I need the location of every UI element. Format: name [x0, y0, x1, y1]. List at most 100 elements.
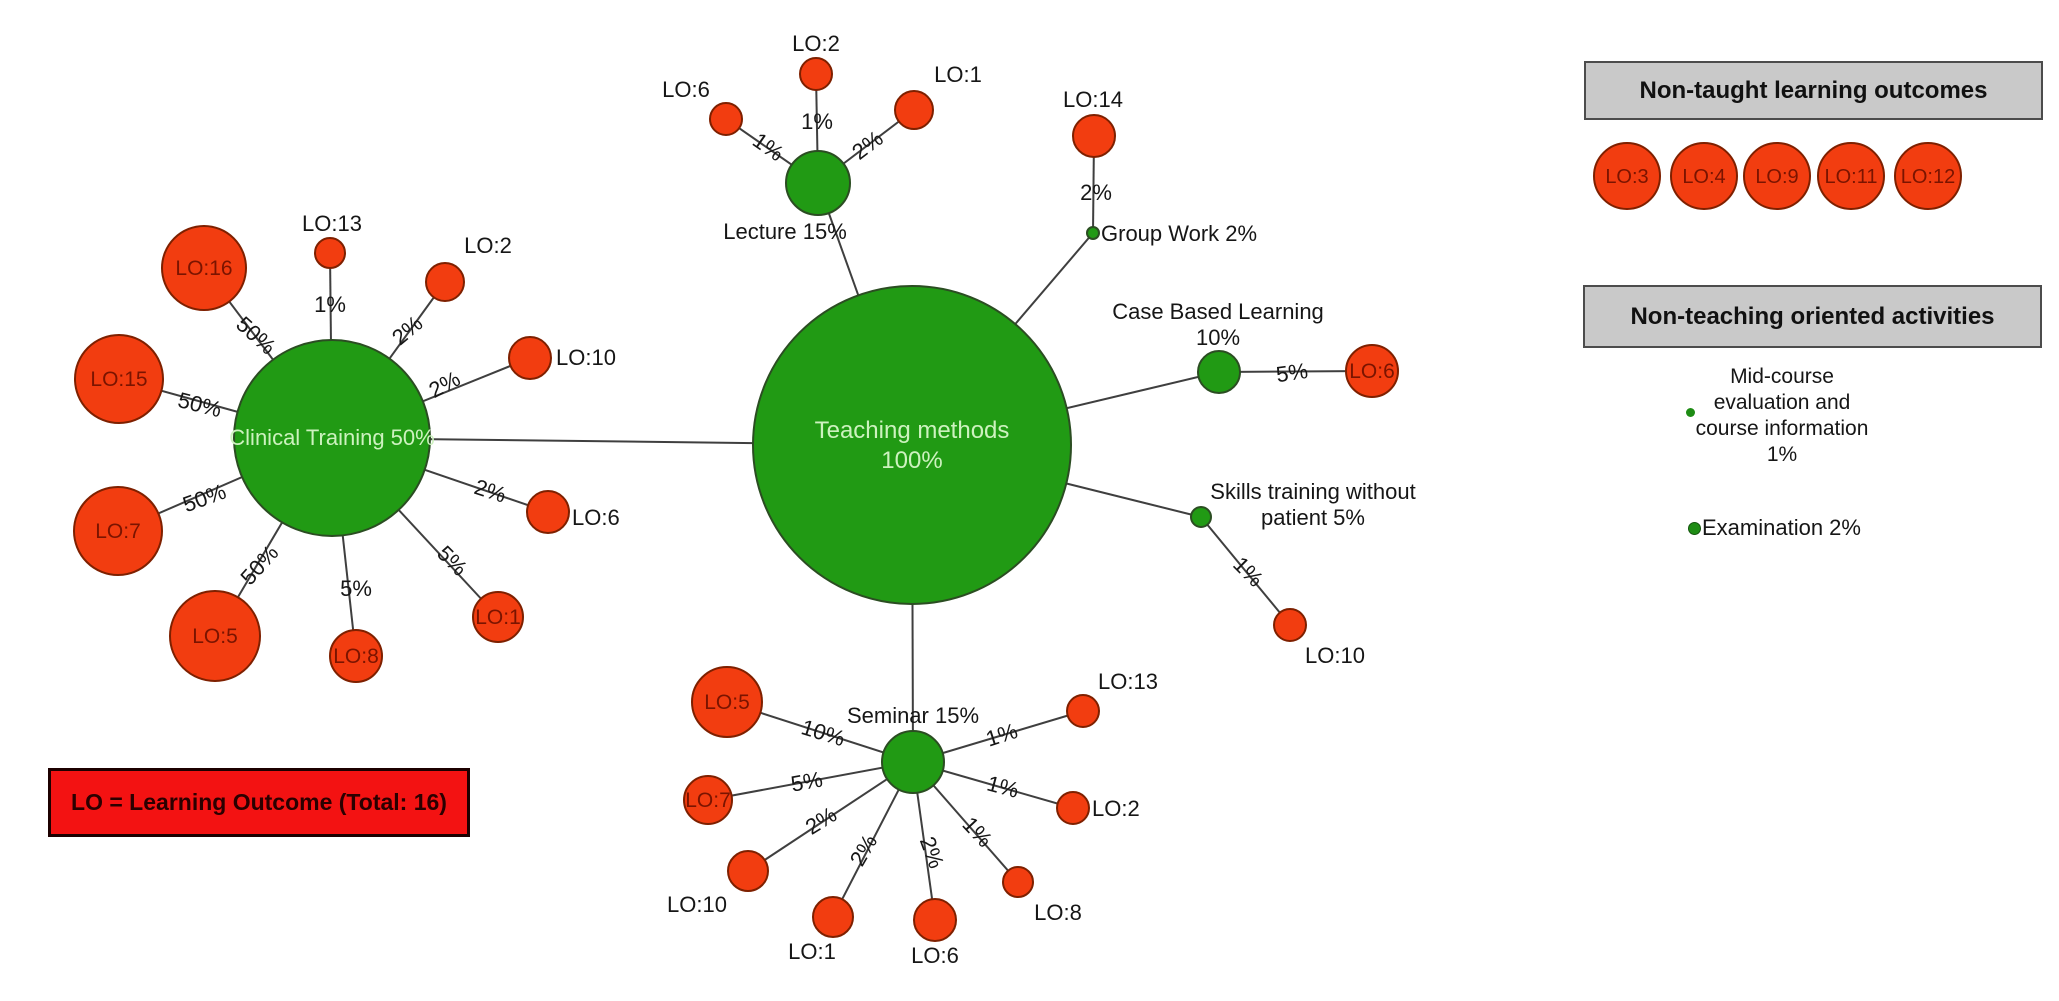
legend-box: LO = Learning Outcome (Total: 16) [48, 768, 470, 837]
outcome-node-se13 [1066, 694, 1100, 728]
edge-label: 5% [1274, 358, 1309, 387]
outcome-node-se8 [1002, 866, 1034, 898]
method-node-groupwork [1086, 226, 1100, 240]
edge-skills-s10 [1200, 516, 1291, 626]
node-label-c10: LO:10 [556, 345, 616, 370]
method-node-cbl [1197, 350, 1241, 394]
panel-header-non-taught: Non-taught learning outcomes [1584, 61, 2043, 120]
examination-label: Examination 2% [1702, 515, 1861, 540]
node-label-l2: LO:2 [792, 31, 840, 56]
examination-item: Examination 2% [1688, 515, 1861, 541]
midcourse-line: evaluation and [1713, 391, 1851, 414]
node-label-seminar: Seminar 15% [847, 703, 979, 728]
node-label-se2: LO:2 [1092, 796, 1140, 821]
node-label-c15: LO:15 [90, 368, 147, 391]
midcourse-line: course information [1695, 417, 1869, 440]
node-label-groupwork: Group Work 2% [1101, 221, 1257, 246]
method-node-lecture [785, 150, 851, 216]
outcome-node-se6 [913, 898, 957, 942]
edge-label: 5% [432, 541, 472, 581]
node-label-c8: LO:8 [333, 645, 379, 668]
node-label-se1: LO:1 [788, 939, 836, 964]
edge-label: 2% [387, 310, 427, 350]
edge-label: 1% [314, 292, 346, 317]
node-label-c1: LO:1 [475, 606, 521, 629]
panel-title-non-teaching: Non-teaching oriented activities [1630, 302, 1995, 330]
node-label-se6: LO:6 [911, 943, 959, 968]
edge-label: 2% [845, 830, 883, 870]
panel-header-non-teaching: Non-teaching oriented activities [1583, 285, 2042, 348]
method-node-skills [1190, 506, 1212, 528]
edge-label: 2% [1080, 180, 1112, 205]
edge-label: 50% [235, 540, 283, 589]
outcome-node-c13 [314, 237, 346, 269]
node-label-lecture: Lecture 15% [723, 219, 847, 244]
edge-label: 50% [179, 479, 229, 518]
node-label-teaching: Teaching methods [815, 417, 1010, 444]
edge-label: 1% [984, 771, 1021, 803]
edge-label: 50% [175, 387, 224, 422]
examination-bullet-icon [1688, 521, 1701, 535]
edge-label: 1% [958, 812, 998, 852]
node-label-cbl: 10% [1196, 325, 1240, 350]
node-label-p11: LO:11 [1825, 166, 1878, 188]
outcome-node-g14 [1072, 114, 1116, 158]
outcome-node-l1 [894, 90, 934, 130]
node-label-p3: LO:3 [1605, 166, 1648, 188]
node-label-c6: LO:6 [572, 505, 620, 530]
node-label-g14: LO:14 [1063, 87, 1123, 112]
outcome-node-c5 [169, 590, 261, 682]
outcome-node-l2 [799, 57, 833, 91]
outcome-node-se7 [683, 775, 733, 825]
edge-label: 2% [847, 125, 887, 164]
node-label-c5: LO:5 [192, 625, 238, 648]
outcome-node-s10 [1273, 608, 1307, 642]
node-label-cbl: Case Based Learning [1112, 299, 1324, 324]
midcourse-line: 1% [1766, 443, 1798, 466]
method-node-clinical [233, 339, 431, 537]
outcome-node-p3 [1593, 142, 1661, 210]
node-label-c2: LO:2 [464, 233, 512, 258]
node-label-se7: LO:7 [685, 789, 731, 812]
midcourse-line: Mid-course [1730, 365, 1834, 388]
node-label-se10: LO:10 [667, 892, 727, 917]
midcourse-bullet-icon [1686, 408, 1695, 417]
outcome-node-cb6 [1345, 344, 1399, 398]
midcourse-label: Mid-course evaluation and course informa… [1668, 364, 1896, 468]
outcome-node-c2 [425, 262, 465, 302]
edge-seminar-se7 [707, 761, 914, 801]
panel-title-non-taught: Non-taught learning outcomes [1639, 76, 1988, 104]
node-label-c16: LO:16 [175, 257, 232, 280]
node-label-s10: LO:10 [1305, 643, 1365, 668]
outcome-node-se1 [812, 896, 854, 938]
outcome-node-se10 [727, 850, 769, 892]
outcome-node-c6 [526, 490, 570, 534]
edge-label: 2% [801, 802, 841, 840]
node-label-skills: patient 5% [1261, 505, 1365, 530]
node-label-se8: LO:8 [1034, 900, 1082, 925]
method-node-seminar [881, 730, 945, 794]
outcome-node-c10 [508, 336, 552, 380]
method-node-teaching [752, 285, 1072, 605]
node-label-se13: LO:13 [1098, 669, 1158, 694]
edge-label: 2% [471, 474, 509, 508]
outcome-node-c1 [472, 591, 524, 643]
outcome-node-p11 [1817, 142, 1885, 210]
edge-label: 2% [915, 833, 949, 871]
outcome-node-c16 [161, 225, 247, 311]
node-label-l1: LO:1 [934, 62, 982, 87]
outcome-node-c8 [329, 629, 383, 683]
edge-label: 5% [340, 576, 372, 601]
legend-text: LO = Learning Outcome (Total: 16) [71, 789, 447, 815]
node-label-skills: Skills training without [1210, 479, 1415, 504]
midcourse-item: Mid-course evaluation and course informa… [1668, 364, 1896, 468]
node-label-p12: LO:12 [1901, 166, 1955, 188]
edge-label: 10% [798, 714, 847, 751]
outcome-node-se5 [691, 666, 763, 738]
outcome-node-p9 [1743, 142, 1811, 210]
edge-label: 1% [801, 109, 833, 134]
outcome-node-p12 [1894, 142, 1962, 210]
outcome-node-se2 [1056, 791, 1090, 825]
